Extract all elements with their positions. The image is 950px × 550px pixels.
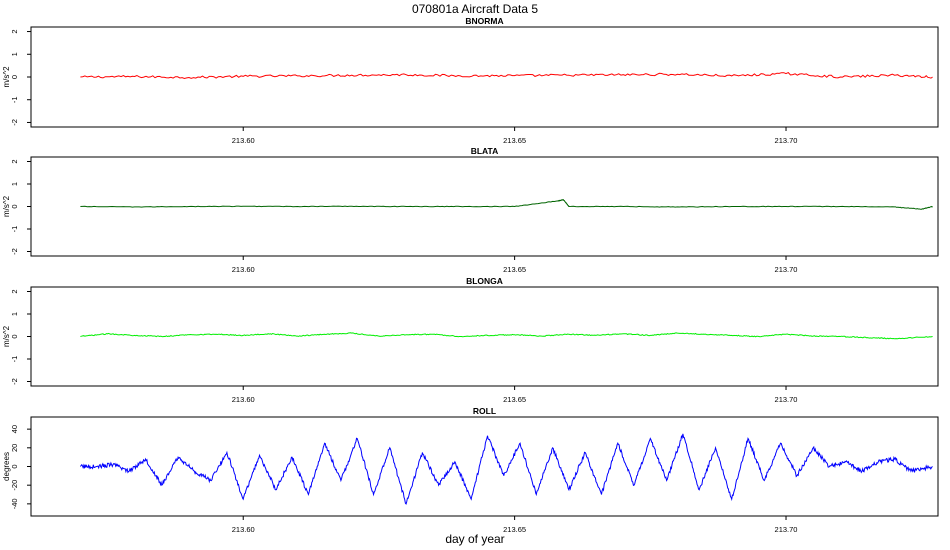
panel-title: ROLL (473, 406, 496, 416)
y-axis-label: m/s^2 (2, 325, 11, 347)
figure-title: 070801a Aircraft Data 5 (412, 2, 538, 16)
series-line-roll (80, 433, 933, 505)
series-line-blonga (80, 332, 933, 340)
x-tick-label: 213.60 (232, 136, 255, 145)
y-tick-label: -1 (10, 356, 19, 363)
y-tick-label: -40 (10, 498, 19, 509)
x-tick-label: 213.65 (503, 525, 526, 534)
series-line-bnorma (80, 71, 933, 80)
y-tick-label: 2 (10, 29, 19, 33)
y-axis-label: m/s^2 (2, 195, 11, 217)
x-tick-label: 213.65 (503, 136, 526, 145)
x-tick-label: 213.65 (503, 395, 526, 404)
panel-title: BLATA (471, 146, 499, 156)
x-tick-label: 213.60 (232, 265, 255, 274)
y-tick-label: 1 (10, 312, 19, 316)
x-axis-label: day of year (445, 532, 504, 546)
y-tick-label: 1 (10, 182, 19, 186)
y-tick-label: 40 (10, 425, 19, 433)
plot-frame (30, 26, 939, 128)
y-tick-label: -2 (10, 378, 19, 385)
panel-roll: ROLL degrees -40 -20 0 20 40 213.60 213.65 213.70 (2, 406, 939, 534)
y-tick-label: 0 (10, 464, 19, 468)
x-tick-label: 213.70 (775, 265, 798, 274)
panel-blata: BLATA m/s^2 -2 -1 0 1 2 213.60 213.65 213.70 (2, 146, 939, 274)
panel-bnorma: BNORMA m/s^2 -2 -1 0 1 2 213.60 213.65 213.70 (2, 16, 939, 145)
y-tick-label: -2 (10, 119, 19, 126)
x-tick-label: 213.70 (775, 136, 798, 145)
y-tick-label: -1 (10, 226, 19, 233)
y-axis-label: m/s^2 (2, 66, 11, 88)
y-axis-label: degrees (2, 452, 11, 481)
x-tick-label: 213.70 (775, 525, 798, 534)
y-tick-label: 1 (10, 52, 19, 56)
y-tick-label: -1 (10, 96, 19, 103)
y-tick-label: 2 (10, 159, 19, 163)
x-tick-label: 213.70 (775, 395, 798, 404)
series-line-blata (80, 199, 933, 210)
x-tick-label: 213.60 (232, 525, 255, 534)
y-tick-label: 20 (10, 444, 19, 452)
y-tick-label: 2 (10, 289, 19, 293)
x-tick-label: 213.65 (503, 265, 526, 274)
panel-title: BLONGA (466, 276, 503, 286)
y-tick-label: -2 (10, 248, 19, 255)
y-tick-label: 0 (10, 204, 19, 208)
panel-title: BNORMA (465, 16, 503, 26)
y-tick-label: 0 (10, 334, 19, 338)
panel-blonga: BLONGA m/s^2 -2 -1 0 1 2 213.60 213.65 213.70 (2, 276, 939, 404)
x-tick-label: 213.60 (232, 395, 255, 404)
y-tick-label: 0 (10, 75, 19, 79)
y-tick-label: -20 (10, 480, 19, 491)
